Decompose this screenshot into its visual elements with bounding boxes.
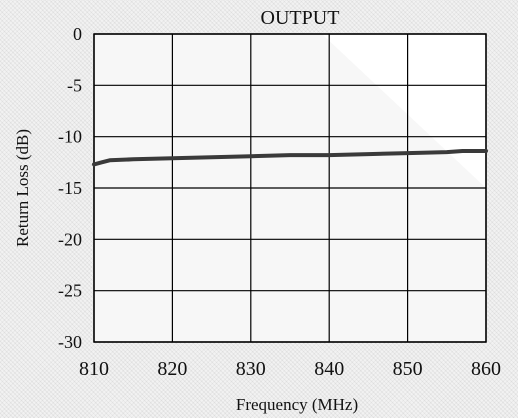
plot-highlight	[322, 34, 486, 188]
y-axis-label: Return Loss (dB)	[13, 129, 32, 247]
return-loss-line	[92, 149, 488, 167]
y-tick-label: -15	[58, 178, 82, 198]
y-tick-label: 0	[73, 24, 82, 44]
y-tick-label: -5	[67, 75, 82, 95]
x-tick-label: 830	[236, 358, 266, 380]
y-tick-label: -20	[58, 229, 82, 249]
x-tick-label: 810	[79, 358, 109, 380]
y-tick-label: -10	[58, 127, 82, 147]
y-tick-labels: 0 -5 -10 -15 -20 -25 -30	[58, 24, 82, 352]
x-tick-label: 850	[393, 358, 423, 380]
x-tick-label: 860	[471, 358, 501, 380]
y-tick-label: -25	[58, 281, 82, 301]
series-group	[92, 149, 488, 167]
x-axis-label: Frequency (MHz)	[236, 395, 358, 414]
y-tick-label: -30	[58, 332, 82, 352]
x-tick-labels: 810 820 830 840 850 860	[79, 358, 501, 380]
chart-title: OUTPUT	[261, 7, 340, 29]
x-tick-label: 820	[157, 358, 187, 380]
x-tick-label: 840	[314, 358, 344, 380]
plot-frame	[93, 33, 487, 343]
